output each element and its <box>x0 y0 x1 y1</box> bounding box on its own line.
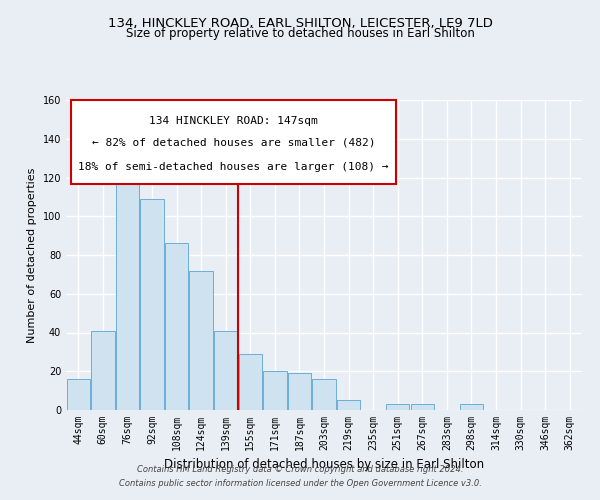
Bar <box>91 330 115 410</box>
Text: 134, HINCKLEY ROAD, EARL SHILTON, LEICESTER, LE9 7LD: 134, HINCKLEY ROAD, EARL SHILTON, LEICES… <box>107 18 493 30</box>
Bar <box>190 270 213 410</box>
Text: Size of property relative to detached houses in Earl Shilton: Size of property relative to detached ho… <box>125 28 475 40</box>
Y-axis label: Number of detached properties: Number of detached properties <box>27 168 37 342</box>
Bar <box>140 199 164 410</box>
Text: ← 82% of detached houses are smaller (482): ← 82% of detached houses are smaller (48… <box>92 137 376 147</box>
Text: 18% of semi-detached houses are larger (108) →: 18% of semi-detached houses are larger (… <box>79 162 389 172</box>
Bar <box>288 373 311 410</box>
Bar <box>116 150 139 410</box>
Text: 134 HINCKLEY ROAD: 147sqm: 134 HINCKLEY ROAD: 147sqm <box>149 116 318 126</box>
Bar <box>460 404 483 410</box>
Bar <box>263 371 287 410</box>
X-axis label: Distribution of detached houses by size in Earl Shilton: Distribution of detached houses by size … <box>164 458 484 471</box>
Bar <box>337 400 360 410</box>
Bar <box>313 379 335 410</box>
Bar <box>386 404 409 410</box>
Bar <box>410 404 434 410</box>
Text: Contains HM Land Registry data © Crown copyright and database right 2024.
Contai: Contains HM Land Registry data © Crown c… <box>119 466 481 487</box>
FancyBboxPatch shape <box>71 100 396 184</box>
Bar <box>214 330 238 410</box>
Bar <box>165 244 188 410</box>
Bar <box>239 354 262 410</box>
Bar <box>67 379 90 410</box>
